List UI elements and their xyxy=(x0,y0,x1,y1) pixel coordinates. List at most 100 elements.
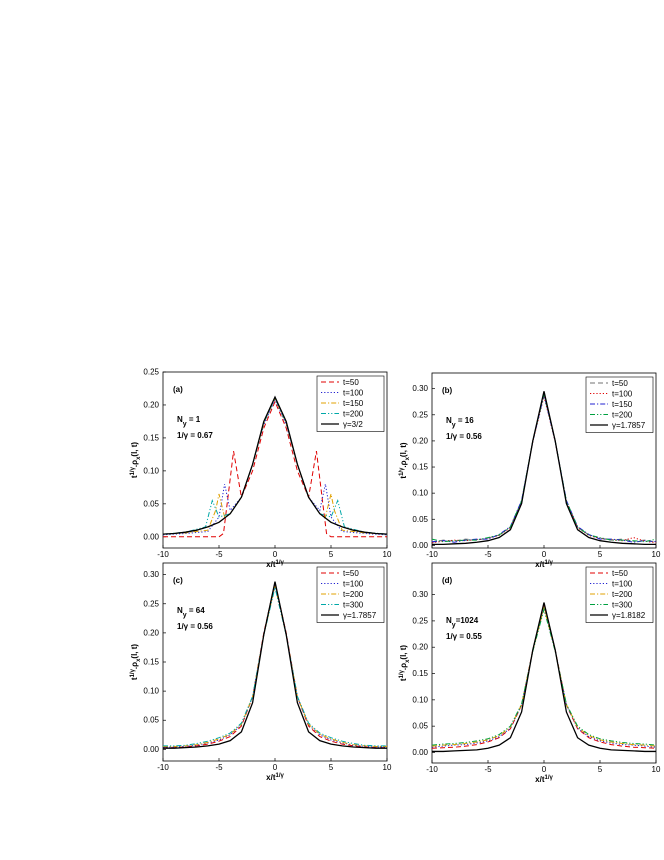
panel-label: (a) xyxy=(173,385,183,394)
x-tick-label: 0 xyxy=(542,550,547,559)
panel: -10 -5 0 5 10 0.00 0.05 0.10 0.15 0.20 0.25 0.30 x/t… xyxy=(399,562,661,784)
series-line xyxy=(163,584,387,748)
x-axis-label-part: x/t xyxy=(266,773,276,782)
y-axis-label-part: (l, t) xyxy=(130,442,139,457)
legend-label: t=300 xyxy=(612,601,633,610)
x-tick-label: 10 xyxy=(383,550,392,559)
panel: -10 -5 0 5 100.000.050.100.150.200.25x/t1/γt… xyxy=(130,368,392,570)
legend-box xyxy=(316,566,385,623)
y-axis-label-part: (l, t) xyxy=(130,644,139,659)
y-tick-label: 0.20 xyxy=(412,436,428,445)
legend-label: t=100 xyxy=(612,580,633,589)
ny-annotation: Ny = 64 xyxy=(177,606,205,619)
x-tick-label: -5 xyxy=(215,763,223,772)
y-axis-label-part: t xyxy=(399,678,408,681)
series-line xyxy=(431,393,657,543)
y-tick-label: 0.25 xyxy=(412,410,428,419)
legend-label: t=50 xyxy=(343,569,359,578)
y-tick-label: 0.00 xyxy=(143,532,159,541)
y-tick-label: 0.10 xyxy=(412,489,428,498)
y-tick-label: 0.20 xyxy=(143,628,159,637)
x-tick-label: 0 xyxy=(273,763,278,772)
legend-label: t=200 xyxy=(612,590,633,599)
y-axis-label-part: x xyxy=(405,456,411,460)
gamma-annotation: 1/γ = 0.67 xyxy=(177,431,213,440)
ny-part: N xyxy=(446,416,452,425)
legend-box xyxy=(316,375,385,432)
x-tick-label: 5 xyxy=(329,550,334,559)
legend-label: t=50 xyxy=(612,569,628,578)
x-tick-label: -10 xyxy=(426,765,438,774)
y-tick-label: 0.25 xyxy=(412,616,428,625)
y-axis-label-part: 1/γ xyxy=(130,466,136,475)
y-axis-label-part: x xyxy=(405,659,411,663)
legend-label: t=100 xyxy=(343,389,364,398)
y-axis-label-part: t xyxy=(130,677,139,680)
legend-label: γ=1.8182 xyxy=(612,611,646,620)
legend-box xyxy=(585,376,654,433)
series-line xyxy=(163,587,387,747)
series-line xyxy=(163,582,387,749)
ny-part: y xyxy=(452,422,456,429)
y-axis-label-part: 1/γ xyxy=(130,668,136,677)
x-tick-label: 10 xyxy=(652,550,661,559)
series-line xyxy=(431,607,657,746)
legend-label: t=50 xyxy=(343,378,359,387)
legend-label: t=150 xyxy=(343,399,364,408)
y-axis-label-part: (l, t) xyxy=(399,645,408,660)
series-line xyxy=(162,397,388,535)
y-axis-label-part: .ρ xyxy=(130,662,139,669)
x-tick-label: -10 xyxy=(157,763,169,772)
legend-label: t=200 xyxy=(343,590,364,599)
series-line xyxy=(162,398,388,536)
y-tick-label: 0.20 xyxy=(143,400,159,409)
y-axis-label-part: x xyxy=(136,456,142,460)
ny-annotation: Ny = 16 xyxy=(446,416,474,429)
x-tick-label: 10 xyxy=(652,765,661,774)
y-axis-label-part: t xyxy=(399,476,408,479)
x-tick-label: -10 xyxy=(426,550,438,559)
series-line xyxy=(431,604,657,749)
y-tick-label: 0.25 xyxy=(143,599,159,608)
legend-label: γ=1.7857 xyxy=(612,421,646,430)
series-line xyxy=(163,581,387,749)
panel-label: (c) xyxy=(173,576,183,585)
ny-part: = 16 xyxy=(456,416,475,425)
y-tick-label: 0.05 xyxy=(412,722,428,731)
x-tick-label: 10 xyxy=(383,763,392,772)
y-tick-label: 0.10 xyxy=(412,695,428,704)
y-tick-label: 0.05 xyxy=(143,716,159,725)
y-axis-label: t1/γ.ρx(l, t) xyxy=(130,644,142,681)
y-tick-label: 0.05 xyxy=(143,499,159,508)
x-axis-label-part: 1/γ xyxy=(545,775,554,781)
x-tick-label: -5 xyxy=(484,765,492,774)
y-axis-label: t1/γ.ρx(l, t) xyxy=(130,442,142,479)
legend-box xyxy=(585,566,654,623)
y-tick-label: 0.30 xyxy=(412,590,428,599)
series-line xyxy=(163,400,387,538)
ny-part: =1024 xyxy=(456,616,479,625)
x-tick-label: 5 xyxy=(329,763,334,772)
gamma-annotation: 1/γ = 0.56 xyxy=(177,622,213,631)
legend-label: t=200 xyxy=(612,411,633,420)
ny-annotation: Ny=1024 xyxy=(446,616,479,629)
y-tick-label: 0.00 xyxy=(143,745,159,754)
gamma-annotation: 1/γ = 0.55 xyxy=(446,632,482,641)
ny-part: N xyxy=(446,616,452,625)
ny-part: = 1 xyxy=(187,415,201,424)
ny-part: = 64 xyxy=(187,606,206,615)
panel: -10 -5 0 5 10 0.00 0.05 0.10 0.15 0.20 0.25 0.30 x/t… xyxy=(399,372,661,569)
ny-part: y xyxy=(452,622,456,629)
legend-label: t=200 xyxy=(343,410,364,419)
ny-part: y xyxy=(183,612,187,619)
x-tick-label: 5 xyxy=(598,550,603,559)
y-axis-label-part: (l, t) xyxy=(399,442,408,457)
y-tick-label: 0.15 xyxy=(412,669,428,678)
y-axis-label-part: .ρ xyxy=(399,663,408,670)
x-axis-label: x/t1/γ xyxy=(266,560,284,569)
legend-label: t=150 xyxy=(612,400,633,409)
y-tick-label: 0.20 xyxy=(412,643,428,652)
ny-part: y xyxy=(183,421,187,428)
y-tick-label: 0.15 xyxy=(143,658,159,667)
